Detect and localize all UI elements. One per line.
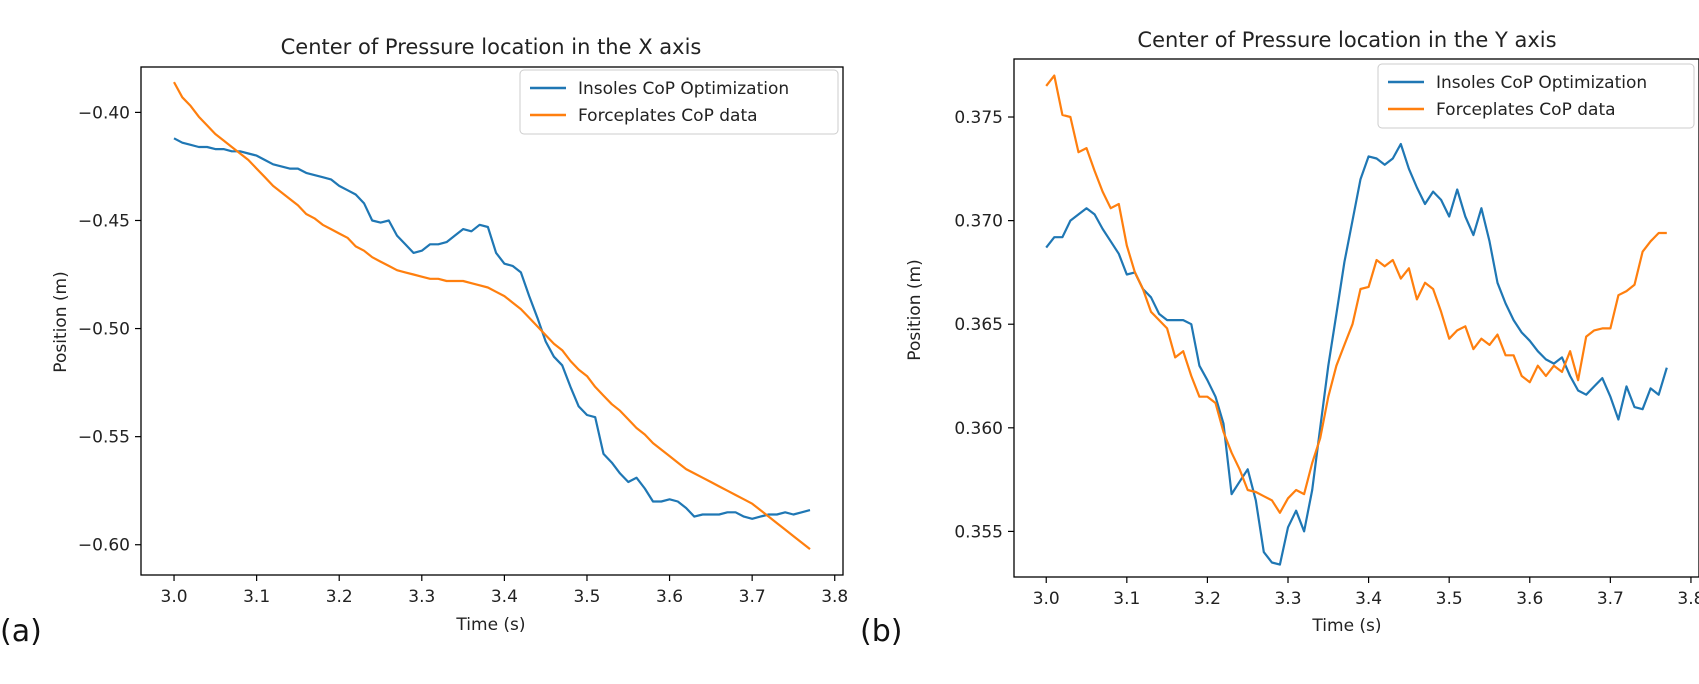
x-tick-label: 3.5	[1436, 589, 1463, 609]
x-tick-label: 3.0	[161, 587, 188, 607]
chart-panel-a: Center of Pressure location in the X axi…	[0, 35, 848, 649]
x-tick-label: 3.7	[739, 587, 766, 607]
x-tick-label: 3.1	[243, 587, 270, 607]
series-line-forceplates	[1045, 74, 1667, 514]
series-line-insoles	[1045, 142, 1668, 566]
y-tick-label: −0.50	[78, 320, 130, 340]
y-tick-label: 0.370	[954, 212, 1003, 232]
y-tick-label: 0.365	[954, 315, 1003, 335]
series-line-insoles	[173, 137, 811, 520]
plot-frame	[1013, 58, 1699, 578]
chart-title: Center of Pressure location in the X axi…	[281, 35, 702, 59]
x-tick-label: 3.1	[1113, 589, 1140, 609]
chart-title: Center of Pressure location in the Y axi…	[1137, 28, 1556, 52]
x-tick-label: 3.6	[656, 587, 683, 607]
y-tick-label: 0.375	[954, 108, 1003, 128]
legend: Insoles CoP Optimization Forceplates CoP …	[1377, 63, 1695, 129]
legend-label: Insoles CoP Optimization	[578, 79, 789, 99]
x-tick-label: 3.6	[1516, 589, 1543, 609]
legend-box	[1377, 63, 1695, 129]
panel-label: (a)	[0, 614, 42, 649]
legend-label: Insoles CoP Optimization	[1436, 73, 1647, 93]
x-tick-label: 3.3	[408, 587, 435, 607]
y-tick-label: 0.355	[954, 522, 1003, 542]
x-tick-label: 3.3	[1274, 589, 1301, 609]
panel-label: (b)	[860, 614, 902, 649]
x-tick-label: 3.8	[1677, 589, 1699, 609]
plot-frame	[140, 66, 844, 576]
y-tick-label: −0.40	[78, 103, 130, 123]
x-axis-label: Time (s)	[455, 615, 525, 635]
x-tick-label: 3.5	[573, 587, 600, 607]
y-axis-label: Position (m)	[905, 259, 925, 360]
x-tick-label: 3.4	[1355, 589, 1382, 609]
x-tick-label: 3.0	[1033, 589, 1060, 609]
legend-label: Forceplates CoP data	[1436, 100, 1616, 120]
series-line-forceplates	[173, 81, 811, 550]
x-tick-label: 3.7	[1597, 589, 1624, 609]
legend-label: Forceplates CoP data	[578, 106, 758, 126]
x-axis-label: Time (s)	[1311, 616, 1381, 636]
y-tick-label: −0.60	[78, 536, 130, 556]
y-tick-label: −0.45	[78, 211, 130, 231]
x-tick-label: 3.8	[821, 587, 848, 607]
legend-box	[519, 69, 839, 135]
y-tick-label: −0.55	[78, 428, 130, 448]
y-axis-label: Position (m)	[51, 271, 71, 372]
legend: Insoles CoP Optimization Forceplates CoP …	[519, 69, 839, 135]
x-tick-label: 3.2	[1194, 589, 1221, 609]
y-tick-label: 0.360	[954, 419, 1003, 439]
x-tick-label: 3.2	[326, 587, 353, 607]
x-tick-label: 3.4	[491, 587, 518, 607]
chart-panel-b: Center of Pressure location in the Y axi…	[860, 28, 1699, 649]
